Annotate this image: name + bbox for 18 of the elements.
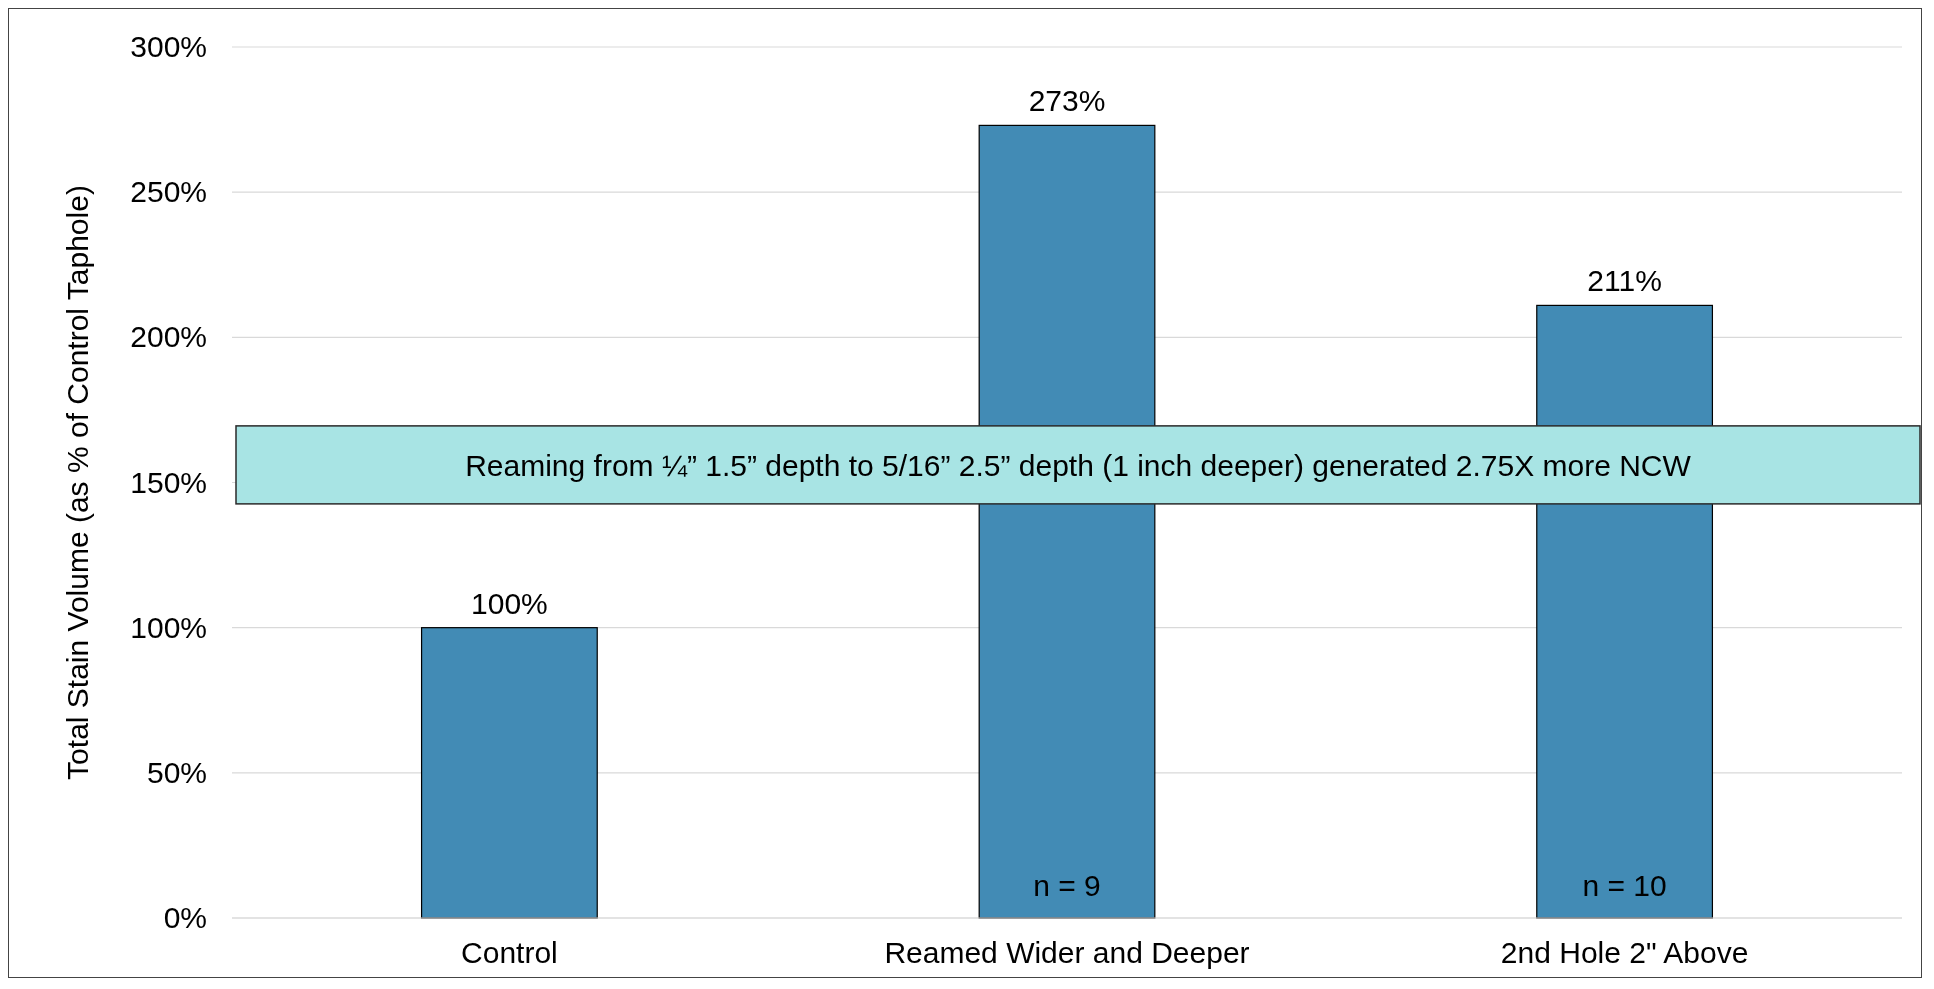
y-tick-label: 0% xyxy=(163,901,207,934)
y-tick-label: 300% xyxy=(130,30,207,63)
annotation: Reaming from ¼” 1.5” depth to 5/16” 2.5” depth (1 inch deeper) generated 2.75X more NCW xyxy=(465,448,1692,482)
y-tick-label: 150% xyxy=(130,465,207,499)
x-tick-label: 2nd Hole 2" Above xyxy=(1500,936,1749,969)
bar xyxy=(420,627,598,919)
y-tick-label: 200% xyxy=(130,320,207,354)
y-tick-label: 50% xyxy=(146,755,207,789)
y-tick-label: 250% xyxy=(130,175,207,209)
data-label: 100% xyxy=(471,586,548,620)
y-axis-title: Total Stain Volume (as % of Control Taphole) xyxy=(61,185,94,780)
annotation: n = 9 xyxy=(1033,869,1101,902)
y-tick-label: 100% xyxy=(130,610,207,644)
x-tick-label: Reamed Wider and Deeper xyxy=(884,936,1250,969)
x-tick-label: Control xyxy=(461,936,558,969)
annotation: n = 10 xyxy=(1582,869,1667,902)
data-label: 211% xyxy=(1587,264,1662,298)
data-label: 273% xyxy=(1028,84,1106,118)
